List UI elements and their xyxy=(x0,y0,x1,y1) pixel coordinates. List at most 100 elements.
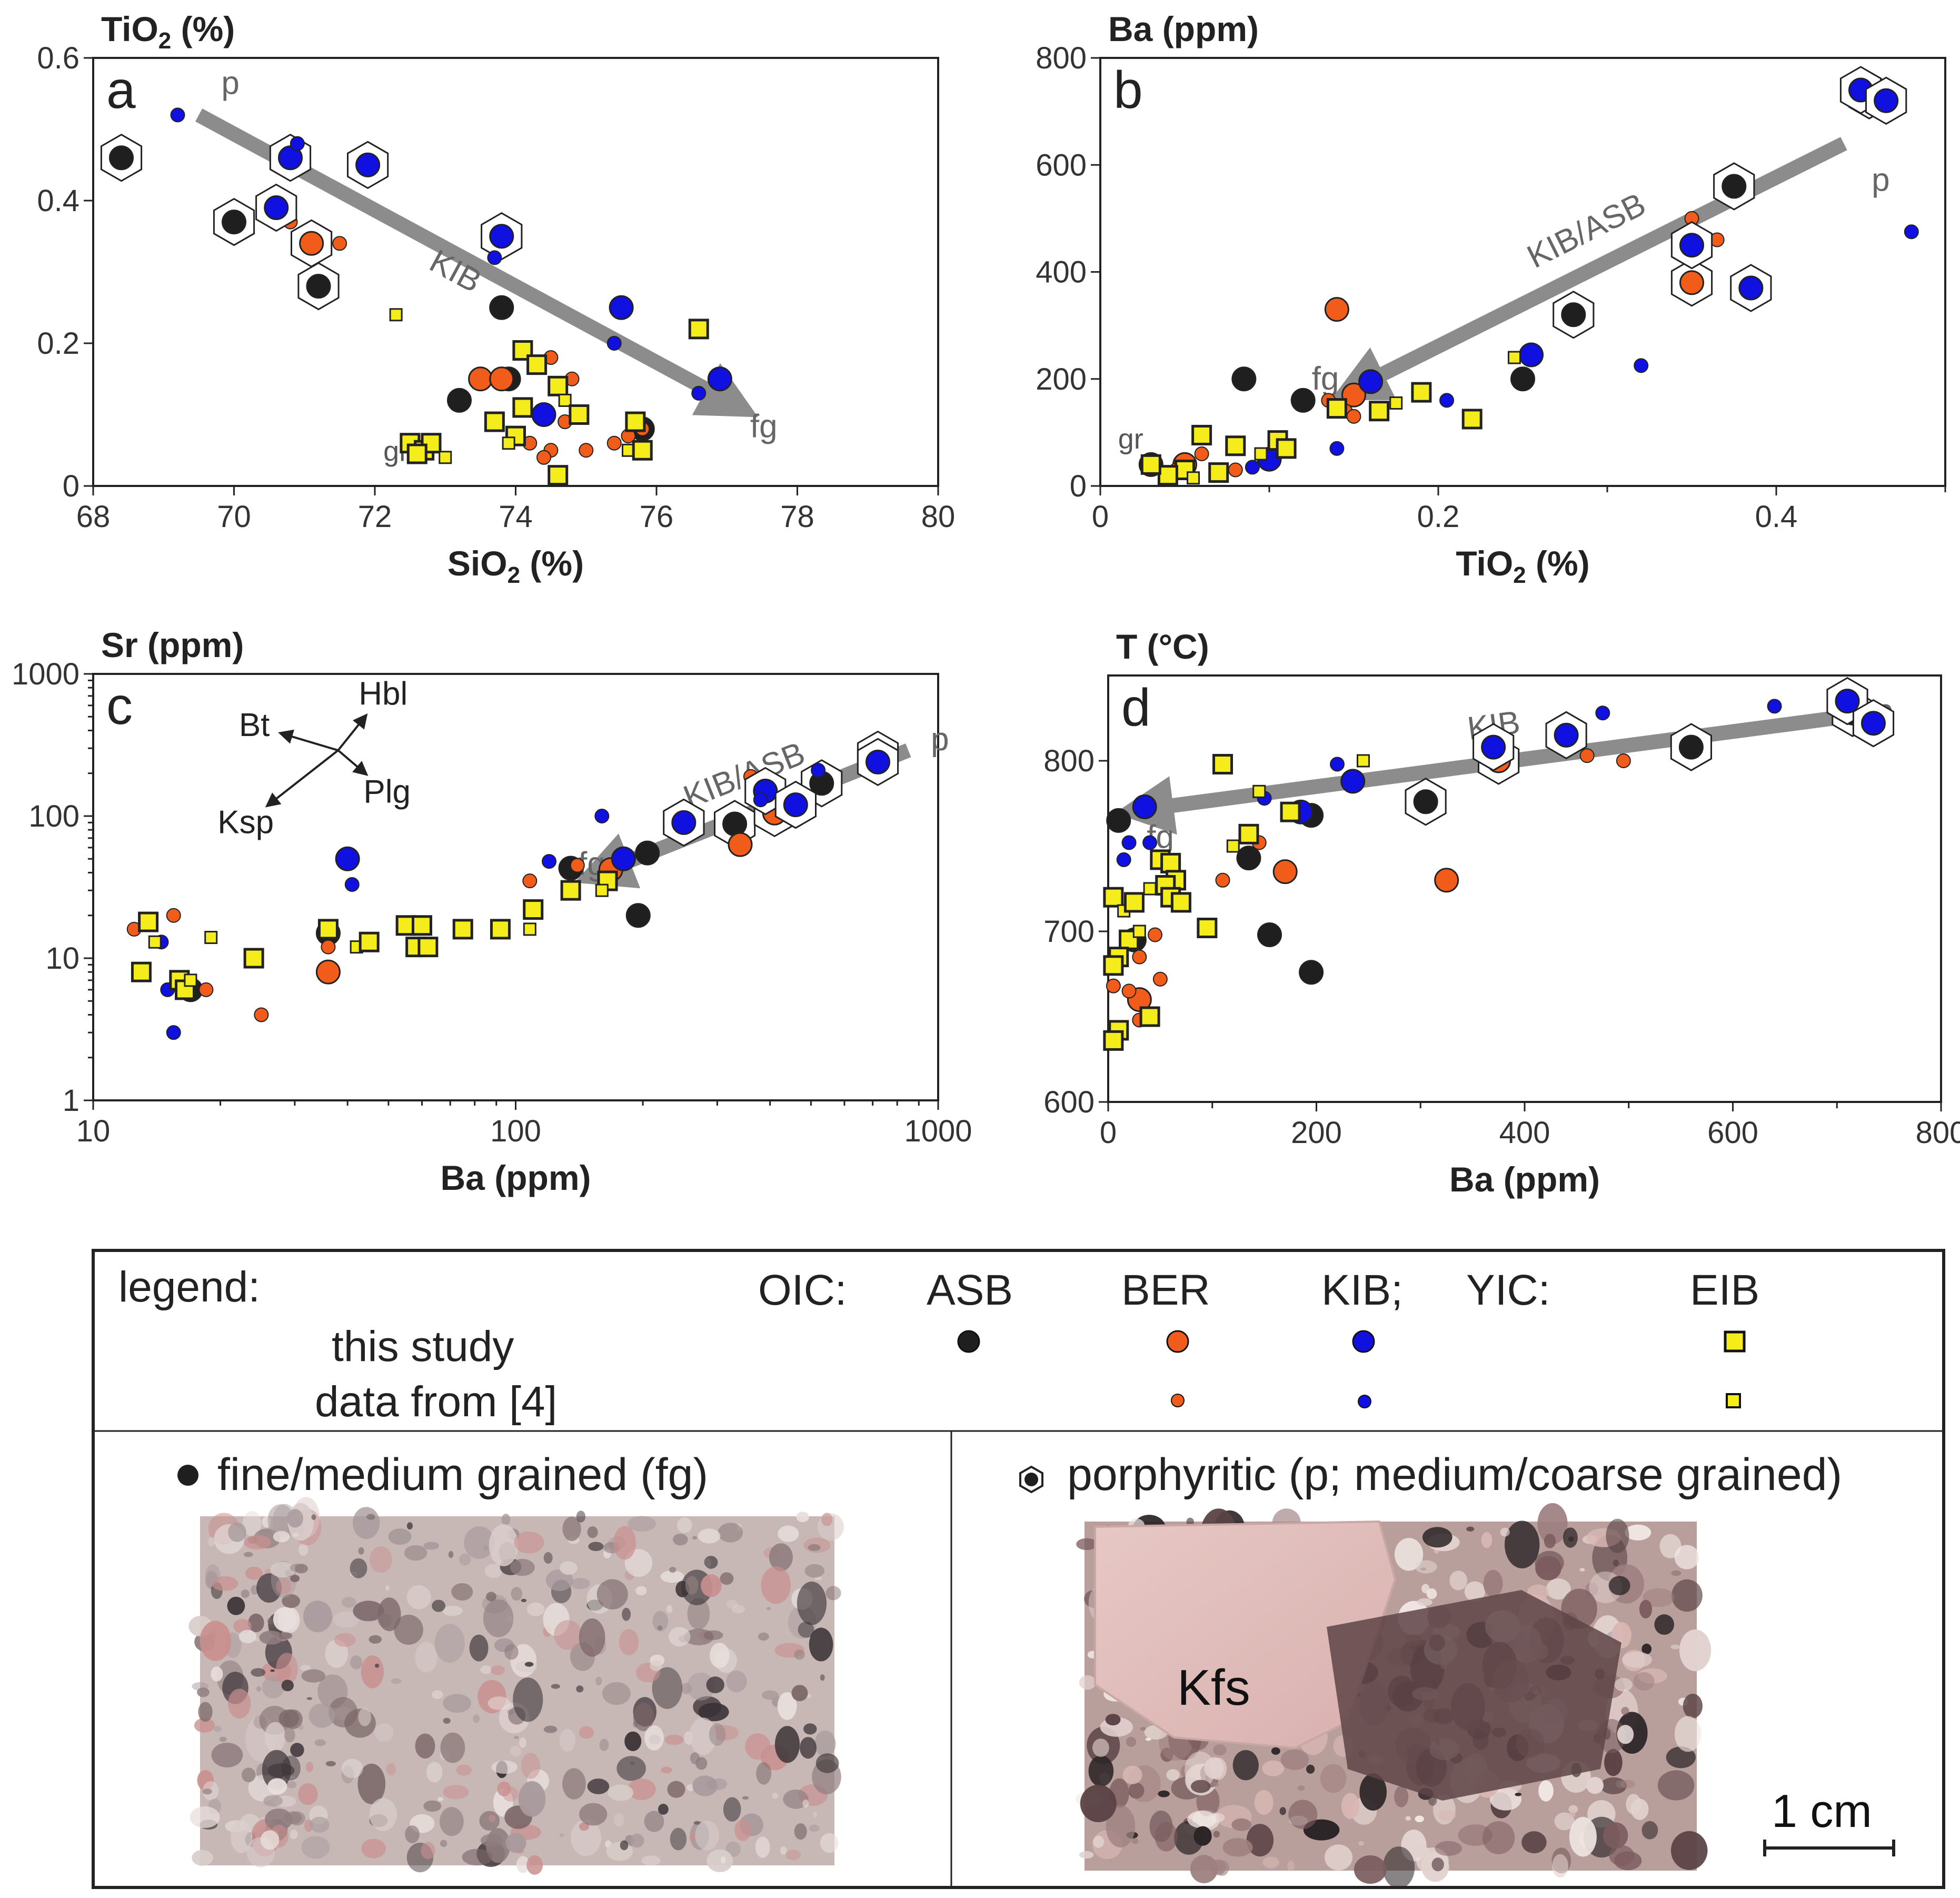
point-kib-study-p xyxy=(671,810,697,835)
x-tick-label-a: 72 xyxy=(358,500,392,534)
rock-texture-grain xyxy=(596,1579,628,1609)
point-ber-study-fg xyxy=(1272,859,1298,885)
y-tick-label-c: 1000 xyxy=(12,657,79,691)
point-eib-literature xyxy=(1226,839,1240,853)
rock-texture-grain xyxy=(1126,1736,1137,1747)
x-tick-label-d: 600 xyxy=(1707,1116,1758,1150)
rock-texture-grain xyxy=(709,1723,726,1746)
rock-texture-grain xyxy=(1231,1818,1252,1831)
trend-label-a: KIB xyxy=(424,243,487,300)
y-tick-label-d: 600 xyxy=(1043,1085,1095,1119)
x-tick-label-a: 68 xyxy=(76,500,111,534)
rock-texture-grain xyxy=(197,1687,210,1697)
rock-texture-grain xyxy=(290,1829,298,1840)
dark-crystal xyxy=(1327,1590,1621,1801)
rock-texture-grain xyxy=(278,1632,293,1639)
rock-texture-grain xyxy=(1193,1826,1212,1846)
point-eib-study xyxy=(569,404,590,425)
rock-texture-grain xyxy=(761,1566,791,1604)
rock-texture-grain xyxy=(1481,1532,1493,1548)
point-eib-literature xyxy=(1254,447,1268,461)
y-tick-label-a: 0.6 xyxy=(37,41,79,75)
y-tick-label-d: 800 xyxy=(1043,744,1095,778)
rock-texture-grain xyxy=(480,1665,492,1674)
rock-texture-grain xyxy=(796,1512,809,1523)
rock-texture-grain xyxy=(1449,1571,1468,1591)
rock-texture-grain xyxy=(208,1536,215,1547)
rock-texture-grain xyxy=(1306,1764,1315,1774)
rock-texture-grain xyxy=(264,1722,286,1752)
point-eib-study xyxy=(512,397,533,418)
rock-texture-grain xyxy=(456,1764,472,1776)
rock-texture-grain xyxy=(1105,1714,1121,1726)
rock-texture-grain xyxy=(624,1731,642,1752)
rock-texture-grain xyxy=(273,1607,297,1632)
point-asb-study-p xyxy=(1413,789,1438,814)
point-eib-study xyxy=(1238,823,1259,844)
rock-texture-grain xyxy=(622,1607,631,1621)
rock-texture-grain xyxy=(483,1599,514,1637)
point-ber-study-fg xyxy=(1434,868,1459,893)
point-ber-literature xyxy=(1106,978,1121,993)
point-eib-study xyxy=(1123,892,1145,913)
rock-texture-grain xyxy=(1190,1855,1218,1883)
point-eib-study xyxy=(560,880,581,901)
rock-texture-grain xyxy=(543,1552,553,1564)
y-tick-label-b: 600 xyxy=(1036,148,1087,182)
point-kib-literature xyxy=(487,250,502,265)
rock-texture-grain xyxy=(1079,1675,1096,1690)
rock-texture-grain xyxy=(1382,1846,1415,1889)
rock-texture-grain xyxy=(628,1778,656,1801)
rock-texture-grain xyxy=(1341,1793,1360,1820)
point-eib-study xyxy=(138,911,159,932)
rock-texture-grain xyxy=(1617,1725,1634,1744)
rock-texture-grain xyxy=(1222,1838,1253,1857)
point-ber-literature xyxy=(166,908,181,923)
point-eib-study xyxy=(523,899,544,920)
rock-texture-grain xyxy=(1297,1785,1305,1791)
point-eib-study xyxy=(505,425,526,446)
rock-texture-grain xyxy=(309,1703,335,1728)
rock-texture-grain xyxy=(256,1573,282,1603)
rock-texture-grain xyxy=(587,1526,598,1538)
rock-texture-grain xyxy=(543,1725,558,1733)
rock-texture-grain xyxy=(1417,1598,1432,1606)
panel-b: 0 0.2 0.4 0 200 400 600 800 TiO2 (%) Ba (ppm) b KIB… xyxy=(1036,9,1946,588)
point-kib-literature xyxy=(166,1025,181,1040)
rock-texture-grain xyxy=(687,1673,715,1701)
rock-texture-grain xyxy=(211,1743,243,1767)
point-eib-literature xyxy=(1143,882,1157,896)
rock-texture-grain xyxy=(661,1766,672,1774)
point-asb-study-fg xyxy=(1106,808,1131,833)
point-kib-study-fg xyxy=(1358,369,1384,394)
rock-texture-grain xyxy=(720,1572,734,1585)
rock-texture-grain xyxy=(669,1627,691,1647)
rock-texture-grain xyxy=(1145,1737,1151,1741)
rock-texture-grain xyxy=(1354,1855,1387,1884)
rock-texture-grain xyxy=(709,1725,739,1741)
plot-frame-d xyxy=(1107,674,1942,1103)
rock-texture-grain xyxy=(329,1697,358,1728)
rock-texture-grain xyxy=(1625,1524,1651,1541)
point-kib-study-p xyxy=(489,224,514,249)
rock-texture-grain xyxy=(734,1820,751,1841)
y-axis-title-b: Ba (ppm) xyxy=(1108,9,1259,48)
rock-texture-grain xyxy=(1428,1795,1437,1806)
rock-texture-grain xyxy=(267,1778,287,1795)
point-eib-study xyxy=(131,961,152,982)
rock-texture-grain xyxy=(813,1812,818,1818)
rock-texture-grain xyxy=(353,1507,380,1539)
point-ber-literature xyxy=(570,858,585,873)
point-eib-literature xyxy=(1132,925,1146,938)
kfs-crystal xyxy=(1094,1520,1397,1750)
point-asb-study-fg xyxy=(1231,366,1257,392)
rock-texture-grain xyxy=(514,1736,519,1740)
x-axis-title-d: Ba (ppm) xyxy=(1449,1160,1600,1199)
point-eib-study xyxy=(625,411,646,432)
rock-texture-grain xyxy=(415,1733,435,1758)
point-eib-study xyxy=(1160,852,1181,873)
rock-texture-grain xyxy=(701,1574,722,1597)
point-eib-study xyxy=(406,443,427,464)
rock-texture-grain xyxy=(1254,1790,1273,1815)
rock-texture-grain xyxy=(742,1796,749,1800)
